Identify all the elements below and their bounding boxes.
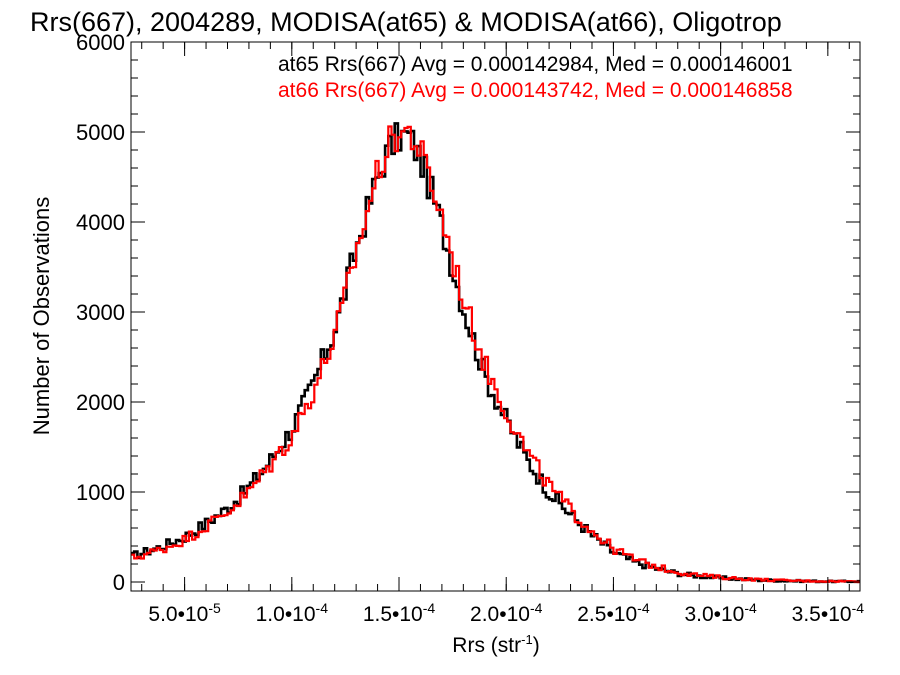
y-tick-label: 4000 [76, 210, 125, 235]
y-tick-label: 2000 [76, 390, 125, 415]
x-axis: 5.0•10-5 1.0•10-4 1.5•10-4 2.0•10-4 2.5•10-4… [141, 42, 865, 626]
x-tick-label: 3.0•10-4 [684, 600, 757, 626]
y-tick-label: 5000 [76, 120, 125, 145]
y-tick-label: 3000 [76, 300, 125, 325]
x-tick-label: 3.5•10-4 [792, 600, 865, 626]
x-tick-label: 2.5•10-4 [577, 600, 650, 626]
series-at65-line [131, 122, 860, 584]
series-at66-line [131, 125, 860, 584]
x-tick-label: 5.0•10-5 [148, 600, 221, 626]
x-axis-label: Rrs (str-1) [452, 632, 539, 657]
y-tick-label: 0 [113, 570, 125, 595]
x-tick-label: 1.0•10-4 [256, 600, 329, 626]
x-tick-label: 2.0•10-4 [470, 600, 543, 626]
legend-entry: at66 Rrs(667) Avg = 0.000143742, Med = 0… [278, 79, 793, 102]
y-tick-label: 1000 [76, 480, 125, 505]
y-axis: 0 1000 2000 3000 4000 5000 6000 [76, 30, 860, 595]
series-layer [131, 122, 860, 584]
y-axis-label: Number of Observations [29, 197, 54, 435]
legend: at65 Rrs(667) Avg = 0.000142984, Med = 0… [278, 53, 793, 102]
chart-title: Rrs(667), 2004289, MODISA(at65) & MODISA… [30, 7, 782, 37]
plot-frame [130, 41, 861, 592]
x-tick-label: 1.5•10-4 [363, 600, 436, 626]
y-tick-label: 6000 [76, 30, 125, 55]
legend-entry: at65 Rrs(667) Avg = 0.000142984, Med = 0… [278, 53, 793, 76]
